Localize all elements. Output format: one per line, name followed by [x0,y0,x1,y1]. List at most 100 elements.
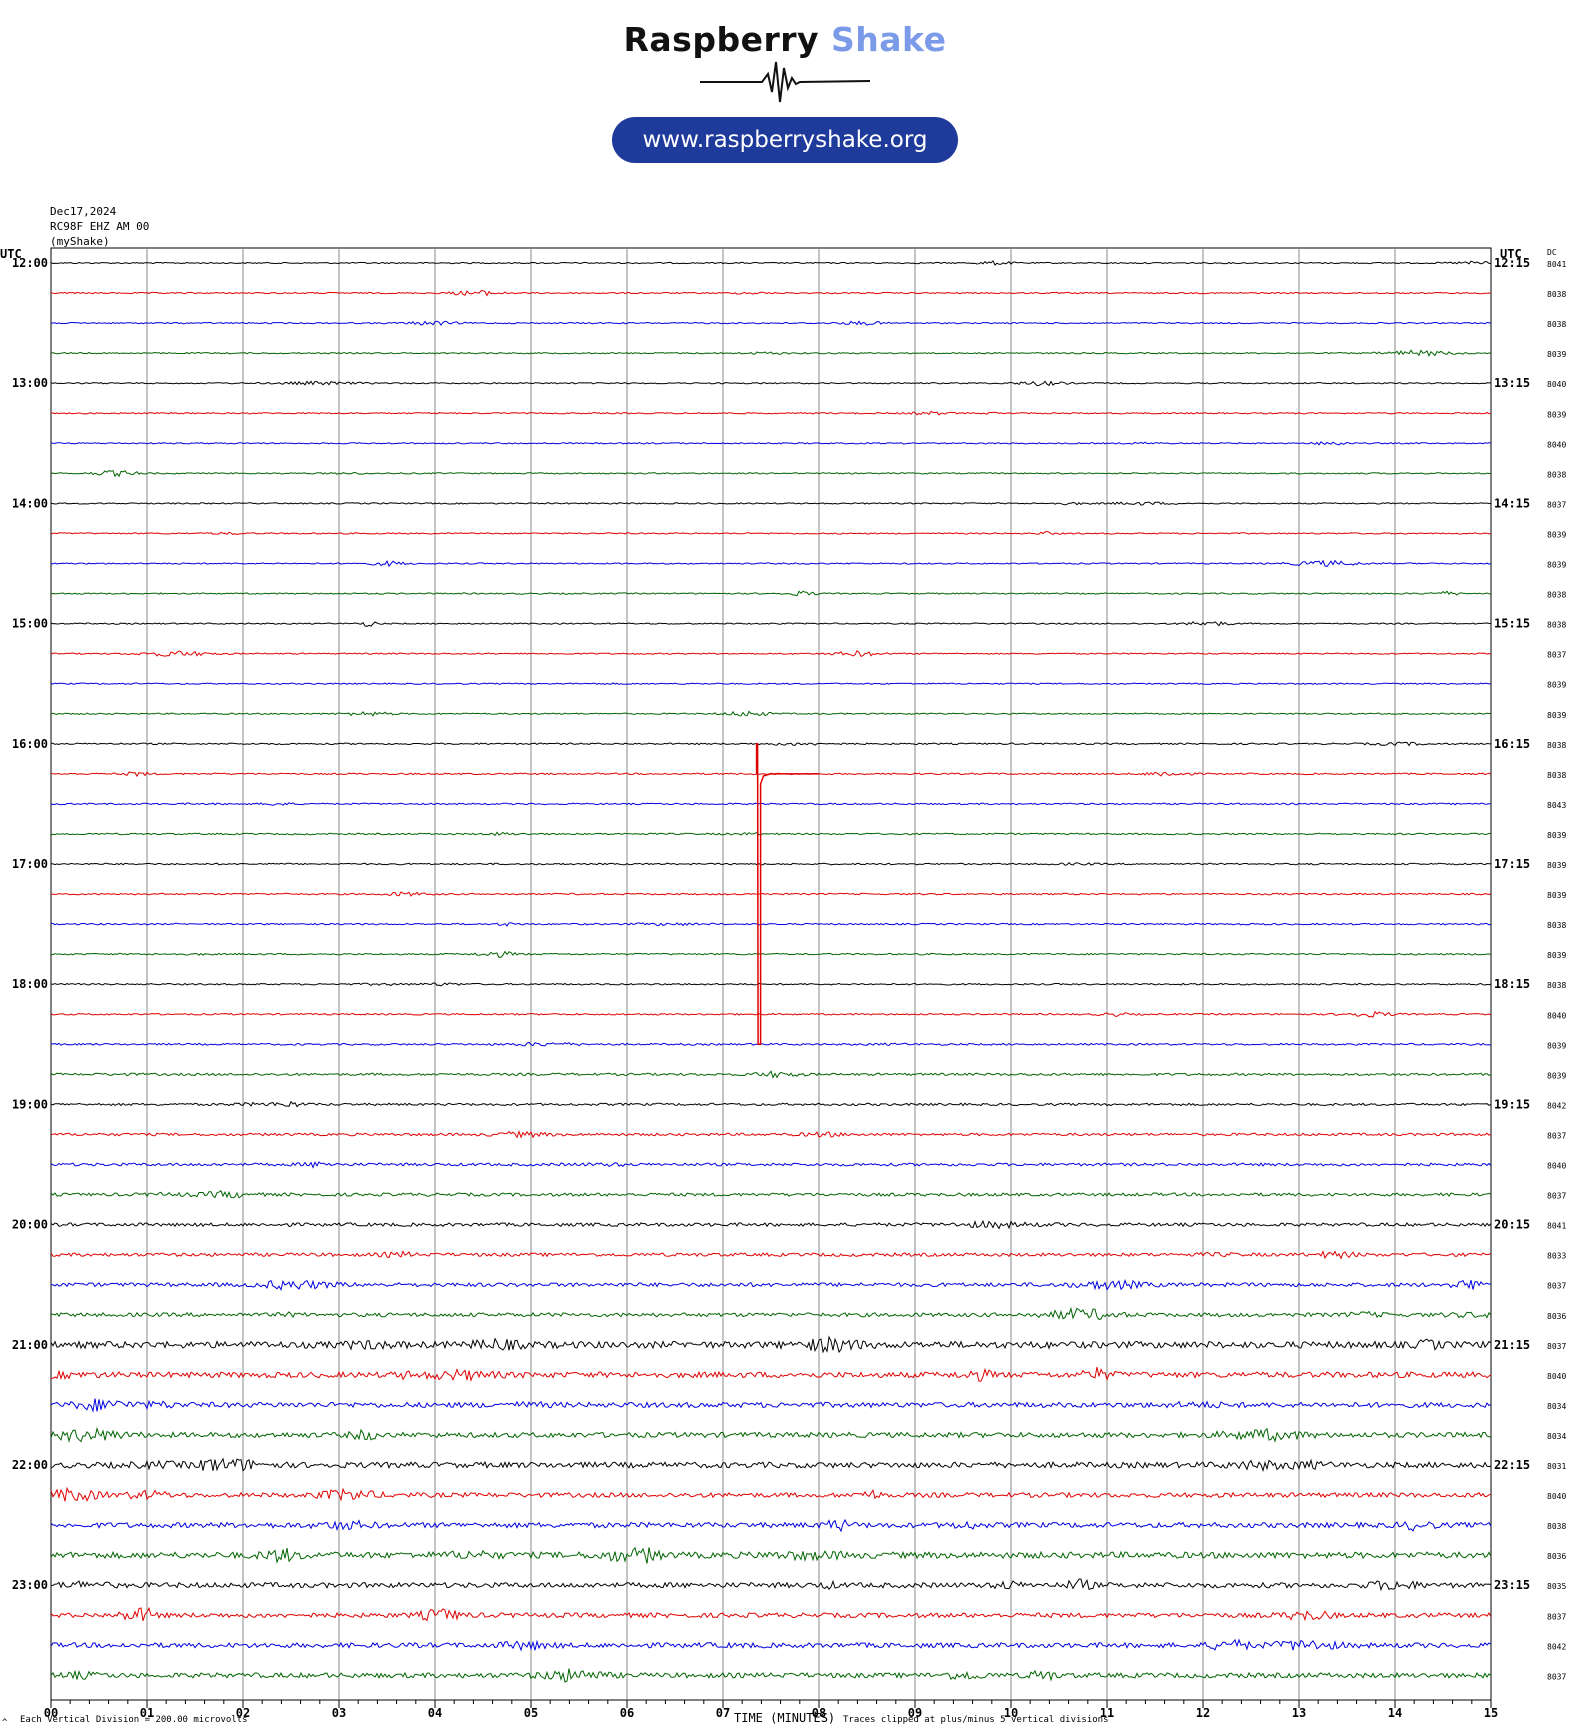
seismic-trace [50,620,1492,627]
dc-offset-label: 8042 [1547,1101,1566,1110]
dc-offset-label: 8039 [1547,711,1566,720]
dc-offset-label: 8034 [1547,1432,1566,1441]
dc-offset-label: 8038 [1547,771,1566,780]
seismic-trace [50,802,1492,806]
x-tick-label: 09 [908,1706,922,1720]
dc-offset-label: 8038 [1547,741,1566,750]
x-tick-label: 05 [524,1706,538,1720]
x-tick-label: 08 [812,1706,826,1720]
seismic-trace [50,682,1492,686]
x-tick-label: 11 [1100,1706,1114,1720]
dc-offset-label: 8034 [1547,1402,1566,1411]
station-label: RC98F EHZ AM 00 [50,220,150,233]
logo-title: Raspberry Shake [0,20,1570,59]
seismic-trace [50,1250,1492,1260]
dc-offset-label: 8038 [1547,470,1566,479]
seismic-trace [51,1578,1492,1592]
seismic-trace [50,1161,1492,1169]
owner-label: (myShake) [50,235,110,248]
plot-frame [50,247,1492,1701]
dc-offset-label: 8039 [1547,350,1566,359]
left-hour-label: 13:00 [12,376,48,390]
seismic-trace [50,1306,1492,1321]
dc-offset-label: 8040 [1547,1162,1566,1171]
clip-note: Traces clipped at plus/minus 5 vertical … [843,1715,1109,1725]
dc-offset-label: 8037 [1547,500,1566,509]
dc-offset-label: 8039 [1547,891,1566,900]
seismic-trace [50,1100,1492,1108]
dc-offset-label: 8037 [1547,1192,1566,1201]
dc-offset-label: 8041 [1547,1222,1566,1231]
seismic-trace [50,1010,1492,1018]
left-axis-title: UTC [0,247,22,261]
left-hour-label: 19:00 [12,1097,48,1111]
seismic-trace [50,559,1492,567]
dc-offset-label: 8037 [1547,1131,1566,1140]
dc-offset-label: 8038 [1547,591,1566,600]
dc-offset-label: 8037 [1547,1612,1566,1621]
right-hour-label: 14:15 [1494,496,1530,510]
dc-offset-label: 8036 [1547,1552,1566,1561]
seismic-trace [50,590,1492,597]
dc-offset-label: 8038 [1547,290,1566,299]
dc-offset-label: 8039 [1547,1071,1566,1080]
raspberry-shake-logo: Raspberry Shake www.raspberryshake.org [0,0,1570,170]
left-hour-label: 14:00 [12,496,48,510]
seismic-trace [50,710,1492,717]
left-hour-label: 15:00 [12,617,48,631]
website-link[interactable]: www.raspberryshake.org [612,117,958,163]
dc-offset-label: 8040 [1547,440,1566,449]
scale-note: Each Vertical Division = 200.00 microvol… [20,1715,248,1725]
left-hour-label: 18:00 [12,977,48,991]
chart-grid [50,247,1492,1708]
dc-offset-label: 8041 [1547,260,1566,269]
dc-axis-title: DC [1547,248,1557,257]
seismic-trace [50,831,1492,837]
right-hour-label: 13:15 [1494,376,1530,390]
seismic-trace [50,922,1492,927]
left-hour-label: 22:00 [12,1458,48,1472]
left-hour-label: 12:00 [12,256,48,270]
dc-offset-label: 8035 [1547,1582,1566,1591]
x-tick-label: 04 [428,1706,442,1720]
seismic-trace [50,1668,1492,1683]
seismic-trace [50,349,1492,358]
x-tick-label: 01 [140,1706,154,1720]
dc-offset-label: 8036 [1547,1312,1566,1321]
dc-offset-label: 8037 [1547,1672,1566,1681]
seismic-trace [51,1366,1492,1382]
seismic-trace [50,950,1492,958]
dc-offset-label: 8038 [1547,981,1566,990]
dc-offset-label: 8040 [1547,1492,1566,1501]
x-tick-label: 10 [1004,1706,1018,1720]
right-hour-label: 19:15 [1494,1097,1530,1111]
seismic-trace [50,290,1492,297]
x-axis-title: TIME (MINUTES) [734,1711,836,1725]
dc-offset-label: 8040 [1547,380,1566,389]
seismic-trace [50,1398,1492,1413]
seismic-trace [50,260,1491,266]
seismic-trace [50,1638,1492,1652]
seismic-trace [50,1546,1492,1564]
logo-word-shake: Shake [831,20,947,59]
dc-offset-label: 8039 [1547,561,1566,570]
x-tick-label: 15 [1484,1706,1498,1720]
left-hour-label: 16:00 [12,737,48,751]
seismic-trace [50,1041,1492,1047]
right-hour-label: 22:15 [1494,1458,1530,1472]
dc-offset-label: 8031 [1547,1462,1566,1471]
seismic-trace [50,501,1492,506]
x-tick-label: 13 [1292,1706,1306,1720]
dc-offset-label: 8039 [1547,951,1566,960]
dc-offset-label: 8039 [1547,410,1566,419]
seismic-wave-icon [700,61,870,103]
axis-labels: UTC UTC DC 12:00 13:00 14:00 15:00 16:00 17:00 18… [0,247,1566,1720]
helicorder-chart: UTC UTC DC 12:00 13:00 14:00 15:00 16:00 17:00 18… [0,247,1566,1720]
left-hour-label: 17:00 [12,857,48,871]
x-tick-label: 14 [1388,1706,1402,1720]
x-tick-label: 12 [1196,1706,1210,1720]
x-tick-label: 06 [620,1706,634,1720]
seismic-trace [50,470,1492,478]
right-hour-label: 18:15 [1494,977,1530,991]
right-hour-label: 15:15 [1494,617,1530,631]
